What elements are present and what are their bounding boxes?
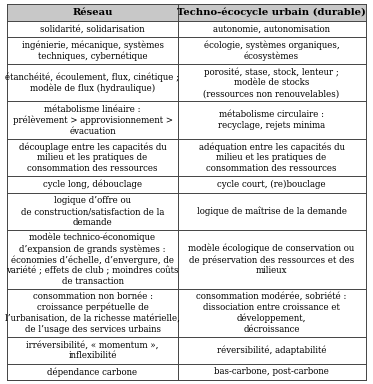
Bar: [178, 139, 366, 176]
Bar: [178, 230, 366, 289]
Text: logique d’offre ou
de construction/satisfaction de la
demande: logique d’offre ou de construction/satis…: [21, 196, 164, 227]
Bar: [7, 337, 178, 364]
Text: modèle technico-économique
d’expansion de grands systèmes :
économies d’échelle,: modèle technico-économique d’expansion d…: [6, 233, 179, 286]
Bar: [178, 364, 366, 380]
Text: solidarité, solidarisation: solidarité, solidarisation: [40, 25, 145, 33]
Bar: [7, 139, 178, 176]
Text: métabolisme linéaire :
prélèvement > approvisionnement >
évacuation: métabolisme linéaire : prélèvement > app…: [13, 105, 172, 136]
Text: cycle court, (re)bouclage: cycle court, (re)bouclage: [217, 180, 326, 189]
Text: réversibilité, adaptabilité: réversibilité, adaptabilité: [217, 346, 326, 355]
Text: étanchéité, écoulement, flux, cinétique ;
modèle de flux (hydraulique): étanchéité, écoulement, flux, cinétique …: [6, 72, 179, 93]
Bar: [7, 37, 178, 64]
Bar: [7, 176, 178, 193]
Bar: [178, 64, 366, 101]
Text: bas-carbone, post-carbone: bas-carbone, post-carbone: [214, 367, 329, 376]
Bar: [7, 64, 178, 101]
Bar: [7, 101, 178, 139]
Text: écologie, systèmes organiques,
écosystèmes: écologie, systèmes organiques, écosystèm…: [204, 40, 339, 61]
Text: Techno-écocycle urbain (durable): Techno-écocycle urbain (durable): [177, 8, 366, 17]
Text: dépendance carbone: dépendance carbone: [47, 367, 138, 377]
Text: cycle long, débouclage: cycle long, débouclage: [43, 180, 142, 189]
Bar: [7, 193, 178, 230]
Text: porosité, stase, stock, lenteur ;
modèle de stocks
(ressources non renouvelables: porosité, stase, stock, lenteur ; modèle…: [203, 67, 340, 98]
Bar: [7, 21, 178, 37]
Text: découplage entre les capacités du
milieu et les pratiques de
consommation des re: découplage entre les capacités du milieu…: [19, 142, 166, 173]
Bar: [178, 101, 366, 139]
Text: consommation non bornée :
croissance perpétuelle de
l’urbanisation, de la riches: consommation non bornée : croissance per…: [5, 292, 180, 334]
Text: adéquation entre les capacités du
milieu et les pratiques de
consommation des re: adéquation entre les capacités du milieu…: [198, 142, 345, 173]
Text: ingénierie, mécanique, systèmes
techniques, cybernétique: ingénierie, mécanique, systèmes techniqu…: [22, 40, 163, 61]
Text: modèle écologique de conservation ou
de préservation des ressources et des
milie: modèle écologique de conservation ou de …: [188, 244, 355, 275]
Text: autonomie, autonomisation: autonomie, autonomisation: [213, 25, 330, 33]
Bar: [7, 230, 178, 289]
Bar: [178, 21, 366, 37]
Text: consommation modérée, sobriété :
dissociation entre croissance et
développement,: consommation modérée, sobriété : dissoci…: [196, 292, 347, 334]
Bar: [7, 364, 178, 380]
Text: logique de maîtrise de la demande: logique de maîtrise de la demande: [197, 207, 347, 216]
Bar: [178, 37, 366, 64]
Bar: [7, 289, 178, 337]
Bar: [7, 4, 178, 21]
Text: Réseau: Réseau: [72, 8, 113, 17]
Text: métabolisme circulaire :
recyclage, rejets minima: métabolisme circulaire : recyclage, reje…: [218, 110, 325, 130]
Bar: [178, 289, 366, 337]
Bar: [178, 337, 366, 364]
Bar: [178, 176, 366, 193]
Bar: [178, 4, 366, 21]
Bar: [178, 193, 366, 230]
Text: irréversibilité, « momentum »,
inflexibilité: irréversibilité, « momentum », inflexibi…: [26, 341, 159, 360]
